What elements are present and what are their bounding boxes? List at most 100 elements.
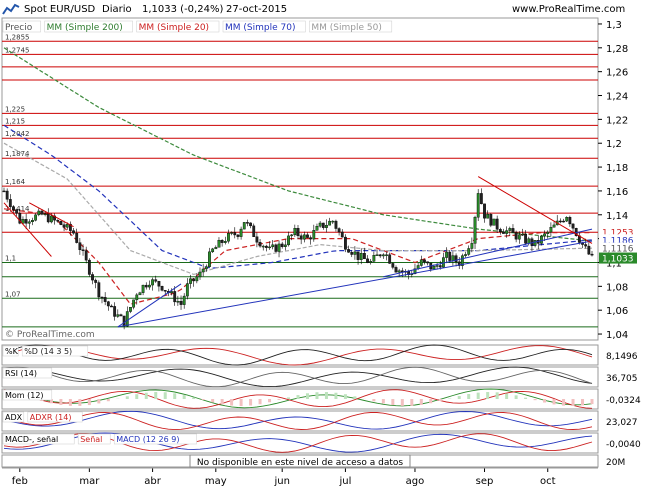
candle-body [287, 235, 290, 246]
momentum-area [268, 399, 272, 403]
momentum-area [476, 392, 480, 399]
candle [394, 265, 398, 273]
momentum-area [296, 395, 300, 399]
momentum-area [239, 399, 243, 406]
candle [565, 216, 569, 222]
momentum-area [287, 397, 291, 399]
indicator-label: %K [5, 347, 19, 356]
candle [325, 219, 328, 233]
momentum-area [277, 399, 281, 400]
candle [309, 235, 313, 245]
candle-body [460, 255, 464, 266]
candle [220, 239, 224, 247]
candle-body [144, 284, 148, 288]
candle [473, 215, 477, 250]
candle [568, 215, 572, 227]
candle [192, 278, 196, 287]
candle [356, 251, 360, 265]
ma70-price-label-bg [599, 234, 637, 246]
symbol-label: Spot EUR/USD [24, 4, 96, 15]
legend-box [2, 20, 41, 33]
candle-body [362, 253, 366, 260]
momentum-area [68, 399, 72, 406]
legend-box [222, 20, 306, 33]
momentum-area [343, 394, 347, 399]
legend-label: MM (Simple 50) [311, 23, 381, 33]
level-label: 1,2855 [5, 33, 30, 41]
indicator-line [3, 344, 593, 366]
candle [233, 227, 237, 239]
prorealtime-logo-icon [2, 3, 20, 15]
last-price-label-bg [599, 252, 637, 264]
momentum-area [154, 392, 158, 399]
candle [587, 242, 591, 255]
indicator-label-box [2, 433, 75, 445]
candle-body [195, 276, 199, 282]
candle [258, 238, 262, 248]
candle-body [31, 220, 34, 223]
candle-body [508, 228, 512, 231]
y-tick-label: 1,28 [606, 44, 628, 55]
candle [369, 259, 373, 265]
candle [2, 187, 6, 193]
candle-body [483, 203, 486, 219]
momentum-area [97, 399, 101, 404]
candle-body [252, 225, 256, 237]
candle-body [309, 237, 313, 240]
candle [100, 296, 104, 304]
candle-body [91, 274, 94, 281]
candle-body [204, 266, 208, 270]
candle [132, 299, 136, 310]
candle [419, 255, 423, 267]
momentum-area [144, 392, 148, 399]
candle [381, 253, 385, 259]
candle [524, 230, 528, 245]
candle [448, 250, 452, 263]
candle-body [517, 234, 521, 240]
candle-body [489, 214, 493, 226]
candle-body [217, 240, 221, 248]
candle-body [306, 234, 309, 238]
candle-body [258, 241, 262, 247]
legend-box [136, 20, 220, 33]
candle [163, 290, 167, 295]
candle-body [214, 247, 218, 250]
x-tick-label: mar [79, 476, 100, 487]
momentum-area [533, 399, 537, 401]
candle [261, 244, 265, 251]
momentum-area [419, 399, 423, 405]
candle [227, 229, 230, 244]
candle-body [129, 307, 132, 312]
level-label: 1,07 [5, 290, 21, 298]
candle [78, 238, 82, 255]
candle-body [119, 314, 123, 317]
candle-body [148, 284, 151, 288]
candle-body [347, 249, 350, 253]
indicator-value: 8,1496 [606, 352, 638, 362]
indicator-value: 23,027 [606, 418, 638, 428]
candle [160, 285, 164, 292]
candle-body [381, 254, 385, 257]
candle-body [239, 228, 243, 237]
candle [552, 221, 556, 228]
candle-body [110, 305, 113, 308]
momentum-area [372, 399, 376, 402]
candle-body [236, 234, 240, 237]
candle-body [331, 220, 335, 223]
candle [483, 203, 486, 223]
indicator-line [3, 389, 593, 409]
candle-body [21, 219, 25, 224]
momentum-area [353, 396, 357, 399]
candle [274, 243, 278, 253]
momentum-area [438, 399, 442, 401]
momentum-area [49, 399, 53, 404]
candle-body [325, 224, 328, 228]
volume-scale-label: 20M [606, 458, 625, 468]
red-trend-line [477, 176, 593, 244]
candle [31, 217, 34, 226]
candle-body [562, 220, 565, 223]
candle [521, 228, 524, 237]
candle-body [356, 251, 360, 260]
candle-body [400, 270, 404, 273]
candle-body [27, 221, 31, 224]
